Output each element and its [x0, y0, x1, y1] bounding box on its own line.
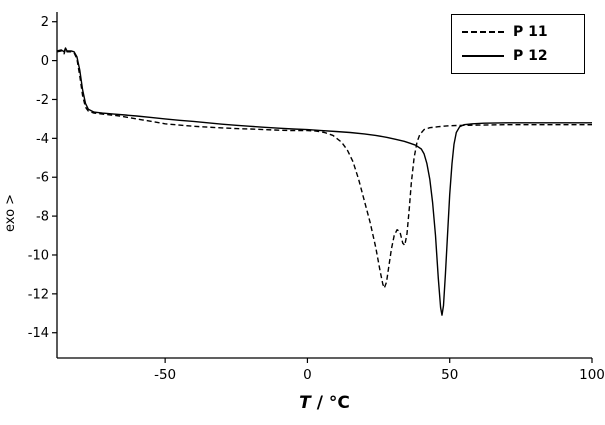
y-tick-label: -2 [36, 93, 49, 108]
x-tick-label: -50 [154, 367, 176, 383]
y-tick-label: 2 [41, 15, 49, 30]
x-axis-label: T / °C [57, 393, 592, 413]
legend-label: P 11 [513, 24, 548, 40]
y-tick-label: -10 [28, 248, 49, 263]
dashed-line-sample-icon [462, 31, 504, 33]
legend-label: P 12 [513, 48, 548, 64]
y-tick-label: -14 [28, 326, 49, 341]
y-axis-label: exo > [3, 193, 18, 232]
x-tick-label: 100 [579, 367, 605, 383]
y-tick-label: 0 [41, 54, 49, 69]
series-p-12 [56, 47, 592, 316]
y-tick-label: -4 [36, 132, 49, 147]
series-p-11 [56, 48, 592, 289]
x-axis-variable: T [299, 393, 311, 413]
y-tick-label: -6 [36, 171, 49, 186]
solid-line-sample-icon [462, 55, 504, 57]
legend: P 11 P 12 [451, 14, 585, 74]
legend-entry-p12: P 12 [462, 44, 574, 68]
legend-entry-p11: P 11 [462, 20, 574, 44]
x-tick-label: 50 [441, 367, 458, 383]
x-axis-unit: / °C [310, 393, 350, 413]
y-tick-label: -12 [28, 287, 49, 302]
x-tick-label: 0 [303, 367, 312, 383]
y-tick-label: -8 [36, 210, 49, 225]
